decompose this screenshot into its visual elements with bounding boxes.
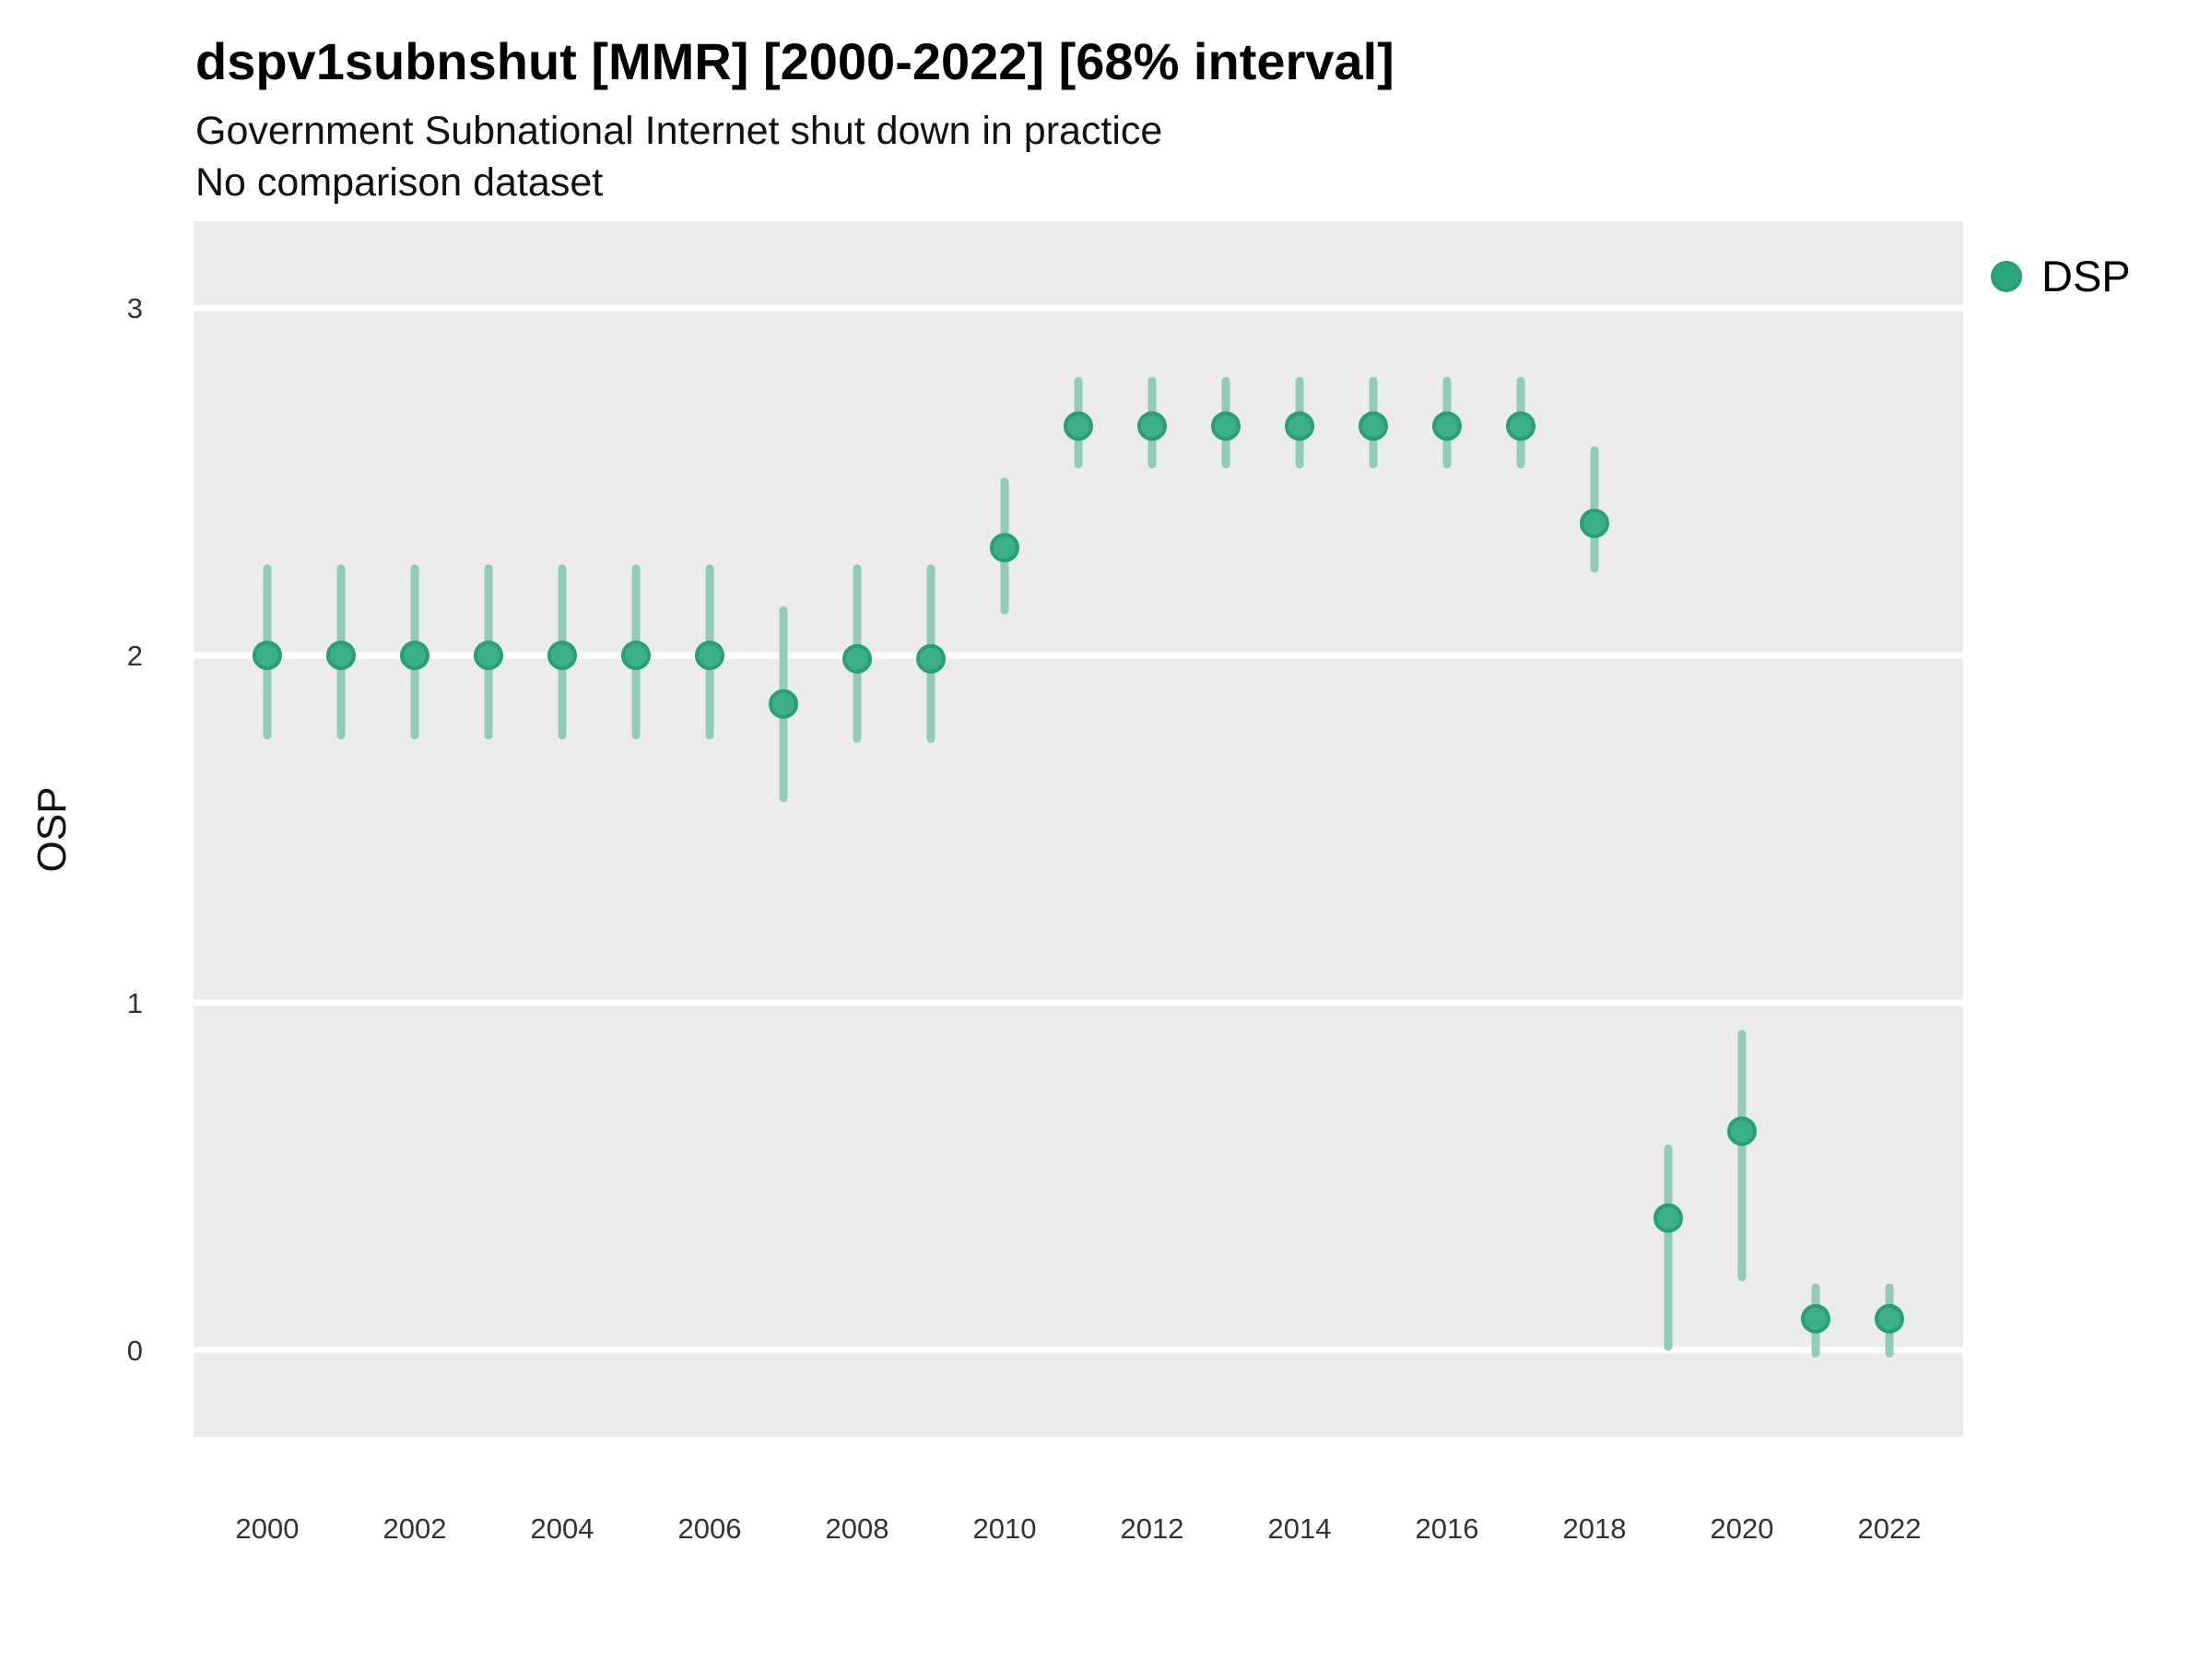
x-tick-label: 2000 (236, 1512, 300, 1545)
data-point-2022 (1875, 1303, 1904, 1334)
x-tick-label: 2002 (383, 1512, 447, 1545)
x-tick-label: 2006 (678, 1512, 742, 1545)
data-point-2013 (1211, 411, 1241, 441)
y-axis-title: OSP (29, 786, 75, 873)
legend: DSP (1991, 251, 2131, 301)
legend-dot-icon (1991, 260, 2022, 292)
data-point-2016 (1432, 411, 1462, 441)
x-tick-label: 2008 (826, 1512, 889, 1545)
data-point-2020 (1727, 1116, 1757, 1147)
data-point-2017 (1506, 411, 1535, 441)
x-tick-label: 2012 (1121, 1512, 1184, 1545)
data-point-2015 (1359, 411, 1388, 441)
x-tick-label: 2022 (1858, 1512, 1922, 1545)
data-point-2018 (1580, 508, 1609, 538)
data-point-2003 (474, 641, 503, 671)
data-point-2002 (400, 641, 429, 671)
data-point-2001 (326, 641, 356, 671)
data-point-2008 (842, 643, 872, 674)
data-point-2006 (695, 641, 724, 671)
y-tick-label: 3 (127, 292, 143, 324)
y-tick-label: 2 (127, 640, 143, 672)
chart-subtitle: Government Subnational Internet shut dow… (195, 109, 1163, 153)
x-tick-label: 2016 (1416, 1512, 1479, 1545)
data-point-2007 (769, 688, 798, 719)
data-point-2004 (547, 641, 577, 671)
data-point-2012 (1137, 411, 1167, 441)
data-point-2014 (1285, 411, 1314, 441)
x-tick-label: 2004 (531, 1512, 594, 1545)
data-point-2005 (621, 641, 651, 671)
chart-title: dspv1subnshut [MMR] [2000-2022] [68% int… (195, 32, 1394, 90)
legend-label: DSP (2041, 252, 2131, 300)
data-point-2021 (1801, 1303, 1830, 1334)
chart-note: No comparison dataset (195, 160, 604, 205)
data-point-2019 (1653, 1203, 1683, 1233)
data-point-2011 (1064, 411, 1093, 441)
x-tick-label: 2014 (1268, 1512, 1332, 1545)
x-tick-label: 2018 (1563, 1512, 1627, 1545)
y-tick-label: 0 (127, 1335, 143, 1367)
x-tick-label: 2020 (1711, 1512, 1774, 1545)
data-point-2000 (253, 641, 282, 671)
data-point-2010 (990, 533, 1019, 563)
y-tick-label: 1 (127, 987, 143, 1019)
x-tick-label: 2010 (973, 1512, 1037, 1545)
data-point-2009 (916, 643, 946, 674)
